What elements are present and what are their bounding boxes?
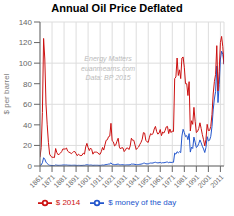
svg-text:80: 80 xyxy=(23,80,32,89)
svg-text:1971: 1971 xyxy=(160,173,177,190)
svg-text:2001: 2001 xyxy=(197,173,213,189)
svg-text:1961: 1961 xyxy=(148,173,165,190)
svg-text:140: 140 xyxy=(19,18,33,27)
svg-text:20: 20 xyxy=(23,141,32,150)
svg-text:40: 40 xyxy=(23,121,32,130)
svg-text:1861: 1861 xyxy=(28,173,45,190)
html-text:Data: BP 2015: Data: BP 2015 xyxy=(85,73,131,81)
svg-text:1941: 1941 xyxy=(124,173,141,190)
svg-text:1931: 1931 xyxy=(112,173,129,190)
svg-text:$ per barrel: $ per barrel xyxy=(8,73,11,114)
svg-text:100: 100 xyxy=(19,59,33,68)
html-text:$ 2014: $ 2014 xyxy=(55,198,81,208)
svg-text:1981: 1981 xyxy=(172,173,189,190)
svg-text:1891: 1891 xyxy=(64,173,81,190)
svg-text:1951: 1951 xyxy=(136,173,153,190)
svg-text:1911: 1911 xyxy=(88,173,105,189)
svg-text:60: 60 xyxy=(23,100,32,109)
svg-text:1871: 1871 xyxy=(40,173,57,190)
html-text:Energy Matters: Energy Matters xyxy=(84,54,132,62)
svg-text:1921: 1921 xyxy=(100,173,117,190)
svg-text:2011: 2011 xyxy=(209,173,225,189)
html-text:Annual Oil Price Deflated: Annual Oil Price Deflated xyxy=(51,2,183,14)
svg-text:1901: 1901 xyxy=(76,173,92,189)
svg-text:120: 120 xyxy=(19,38,33,47)
svg-text:1881: 1881 xyxy=(52,173,69,190)
html-text:$ money of the day: $ money of the day xyxy=(108,198,177,208)
html-text:euanmearns.com: euanmearns.com xyxy=(81,64,136,72)
svg-text:0: 0 xyxy=(28,162,33,171)
svg-text:1991: 1991 xyxy=(184,173,201,190)
